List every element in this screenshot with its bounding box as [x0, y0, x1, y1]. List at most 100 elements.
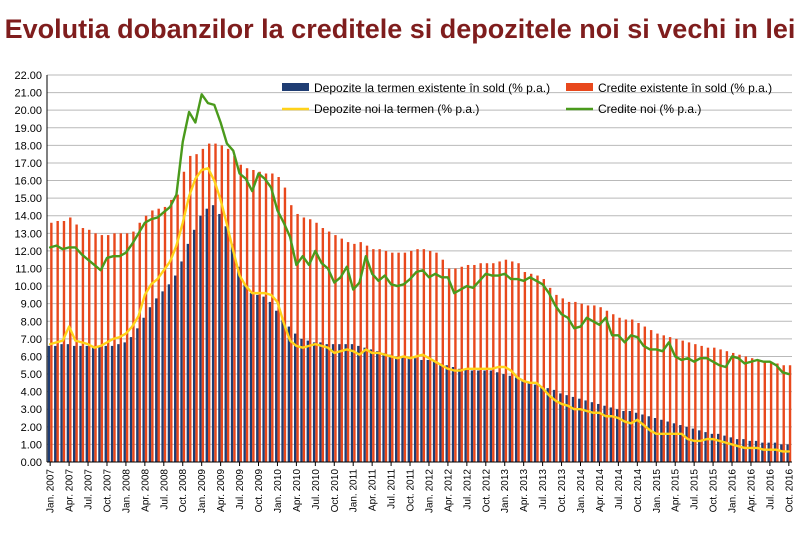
bar	[593, 305, 596, 462]
bar	[451, 367, 455, 462]
x-tick-label: Apr. 2011	[368, 469, 379, 512]
bar	[125, 233, 129, 462]
bar	[239, 164, 242, 462]
bar	[609, 407, 613, 462]
legend-item-2: Depozite noi la termen (% p.a.)	[282, 102, 479, 116]
bar	[710, 433, 714, 462]
bar	[382, 352, 385, 462]
y-tick-label: 6.00	[21, 351, 42, 363]
y-tick-label: 12.00	[14, 246, 42, 258]
x-tick-label: Jul. 2009	[235, 469, 246, 510]
x-tick-label: Oct. 2014	[633, 469, 644, 513]
bar	[605, 310, 609, 462]
bar	[574, 301, 577, 462]
bar	[776, 363, 779, 462]
bar	[290, 205, 293, 463]
bar	[723, 435, 726, 462]
bar	[735, 439, 739, 462]
bar	[612, 314, 615, 462]
bar	[395, 356, 398, 462]
bar	[618, 317, 621, 462]
bar	[144, 215, 148, 462]
bar	[151, 210, 154, 462]
bar	[687, 342, 691, 462]
bar	[163, 206, 167, 462]
bar	[470, 370, 474, 462]
bar	[706, 347, 710, 462]
bar	[788, 365, 792, 462]
bar	[485, 263, 489, 462]
bar	[769, 361, 773, 462]
bar	[454, 268, 457, 462]
y-tick-label: 22.00	[14, 70, 42, 82]
bar	[296, 213, 299, 462]
bar	[435, 252, 438, 462]
bar	[624, 319, 628, 462]
bar	[132, 231, 135, 462]
bar	[369, 349, 373, 462]
x-tick-label: Jan. 2007	[46, 469, 57, 513]
bar	[50, 222, 53, 462]
bar	[523, 272, 527, 462]
y-tick-label: 16.00	[14, 176, 42, 188]
bar	[176, 194, 179, 462]
bar	[656, 333, 659, 462]
bar	[540, 386, 543, 462]
bar	[473, 264, 476, 462]
bar	[262, 296, 265, 462]
legend-label: Depozite noi la termen (% p.a.)	[314, 102, 479, 116]
bar	[293, 333, 297, 462]
bar	[189, 155, 192, 463]
bar	[233, 155, 236, 463]
bar	[357, 345, 360, 462]
bar	[681, 340, 684, 462]
bar	[502, 374, 505, 462]
bar	[489, 370, 493, 462]
x-tick-label: Jan. 2010	[273, 469, 284, 513]
bar	[546, 388, 549, 462]
bar	[732, 352, 735, 462]
line-series	[48, 93, 791, 453]
bar	[584, 400, 587, 462]
bar	[700, 345, 703, 462]
bar	[363, 347, 366, 462]
bar	[334, 235, 337, 462]
y-tick-label: 20.00	[14, 105, 42, 117]
bar	[653, 418, 657, 462]
bar	[388, 354, 392, 462]
bar	[599, 307, 602, 462]
x-tick-label: Jul. 2012	[462, 469, 473, 510]
bar-series	[47, 143, 792, 463]
bar	[79, 345, 82, 462]
bar	[268, 301, 272, 462]
y-tick-label: 2.00	[21, 422, 42, 434]
x-tick-label: Oct. 2012	[481, 469, 492, 513]
bar	[302, 217, 306, 462]
bar	[716, 433, 720, 462]
bar	[496, 372, 499, 462]
bar	[81, 228, 85, 462]
bar	[66, 344, 70, 462]
y-tick-label: 1.00	[21, 439, 42, 451]
y-tick-label: 19.00	[14, 123, 42, 135]
bar	[271, 173, 274, 462]
bar	[201, 148, 205, 462]
bar	[668, 337, 672, 462]
bar	[439, 363, 442, 462]
bar	[666, 421, 669, 462]
legend-item-0: Depozite la termen existente în sold (% …	[282, 81, 550, 95]
bar	[780, 444, 783, 462]
bar	[413, 358, 417, 462]
bar	[420, 359, 423, 462]
bar	[113, 233, 116, 462]
bar	[565, 395, 568, 462]
bar	[182, 171, 186, 462]
bar	[729, 437, 733, 462]
bar	[237, 266, 240, 462]
bar	[195, 154, 198, 462]
x-tick-label: Jan. 2016	[728, 469, 739, 513]
x-tick-label: Oct. 2008	[178, 469, 189, 513]
y-tick-label: 3.00	[21, 404, 42, 416]
bar	[597, 403, 600, 462]
